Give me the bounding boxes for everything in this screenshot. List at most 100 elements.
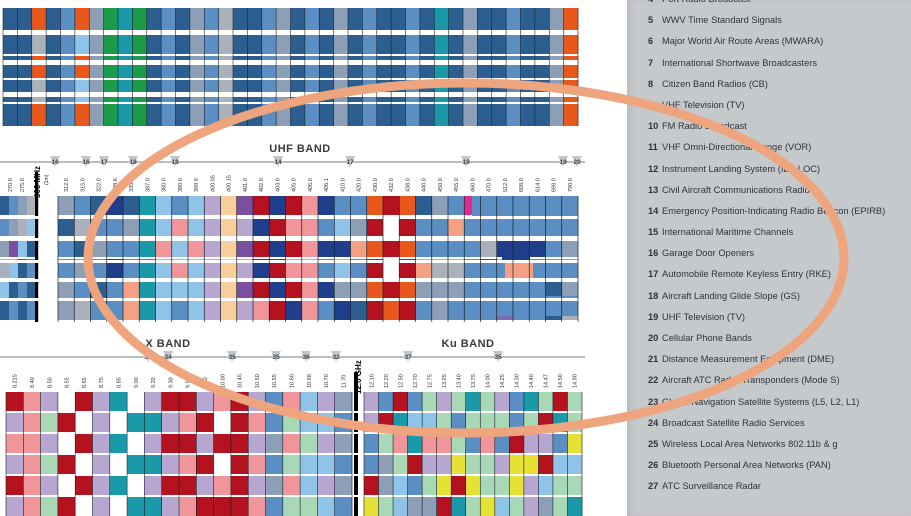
x-band-cell [144,413,162,432]
top-cell [434,104,449,126]
x-band-cell [248,476,266,495]
ku-band-cell [364,476,379,495]
top-cell [521,32,536,54]
top-cell [46,32,61,54]
uhf-cell [318,217,335,236]
top-cell [406,104,421,126]
legend-item: 19 UHF Television (TV) [627,307,911,328]
ku-band-cell [364,434,379,453]
ku-band-cell [495,413,510,432]
x-band-cell [300,497,318,516]
x-band-cell [300,434,318,453]
top-cell [391,56,406,78]
top-cell [262,32,277,54]
legend-text: Distance Measurement Equipment (DME) [662,354,834,364]
top-cell [549,8,564,30]
top-cell [104,8,119,30]
ku-band-cell [480,413,495,432]
top-cell [118,8,133,30]
top-cell [75,104,90,126]
uhf-cell [18,301,27,320]
uhf-cell [221,217,238,236]
top-cell [348,56,363,78]
top-cell [176,80,191,102]
freq-tick-label: 9.50 [186,377,192,388]
ku-band-cell [408,413,423,432]
top-cell [549,80,564,102]
uhf-cell [0,217,9,236]
x-ku-allocation-columns [0,372,582,516]
uhf-cell [139,280,156,299]
uhf-cell [74,280,91,299]
ku-band-cell [422,476,437,495]
ku-band-cell [495,497,510,516]
x-band-cell [300,476,318,495]
top-cell [564,32,579,54]
ku-band-cell [567,413,582,432]
uhf-cell [367,301,384,320]
x-band-cell [6,455,24,474]
top-cell [377,56,392,78]
top-cell [391,80,406,102]
uhf-cell [156,301,173,320]
top-cell [564,104,579,126]
uhf-cell [9,280,18,299]
legend-number: 17 [648,264,662,285]
uhf-cell [204,217,221,236]
top-cell [262,104,277,126]
uhf-cell [351,196,368,215]
x-band-cell [179,497,197,516]
top-cell [276,80,291,102]
x-band-cell [214,455,232,474]
uhf-cell [237,280,254,299]
x-band-cell [58,455,76,474]
top-cell [506,80,521,102]
uhf-cell [123,196,140,215]
top-cell [564,80,579,102]
freq-tick-label: 387.0 [145,178,151,192]
top-cell [535,56,550,78]
x-band-cell [41,434,59,453]
top-cell [118,32,133,54]
top-cell [204,56,219,78]
x-band-cell [162,497,180,516]
freq-tick-label: 270.0 [8,178,14,192]
freq-tick-label: 450.0 [438,178,444,192]
top-cell [506,8,521,30]
x-band-cell [231,455,249,474]
ku-band-cell [538,392,553,411]
legend-text: Bluetooth Personal Area Networks (PAN) [662,460,831,470]
freq-tick-label: 14.30 [515,374,521,388]
freq-tick-label: 10.68 [307,374,313,388]
top-cell [406,56,421,78]
x-band-cell [179,476,197,495]
ku-band-cell [408,434,423,453]
top-cell [46,8,61,30]
ku-band-cell [480,392,495,411]
legend-text: VHF Omni-Directional Range (VOR) [662,142,811,152]
freq-tick-label: 8.215 [13,374,19,388]
uhf-cell [0,196,9,215]
top-cell [176,8,191,30]
freq-tick-label: 315.0 [80,178,86,192]
x-band-cell [41,392,59,411]
freq-tick-label: 470.0 [487,178,493,192]
uhf-cell [432,301,449,320]
x-band-cell [266,392,284,411]
x-band-cell [6,476,24,495]
top-cell [434,80,449,102]
ku-band-cell [509,476,524,495]
top-cell [247,80,262,102]
top-cell [477,8,492,30]
uhf-cell [269,280,286,299]
top-cell [377,32,392,54]
uhf-cell [139,301,156,320]
freq-tick-label: 12.70 [413,374,419,388]
top-cell [89,104,104,126]
ku-band-cell [451,434,466,453]
freq-tick-label: 390.0 [178,178,184,192]
legend-text: Aircraft ATC Radar Transponders (Mode S) [662,375,840,385]
top-cell [348,80,363,102]
freq-tick-label: 14.00 [486,374,492,388]
